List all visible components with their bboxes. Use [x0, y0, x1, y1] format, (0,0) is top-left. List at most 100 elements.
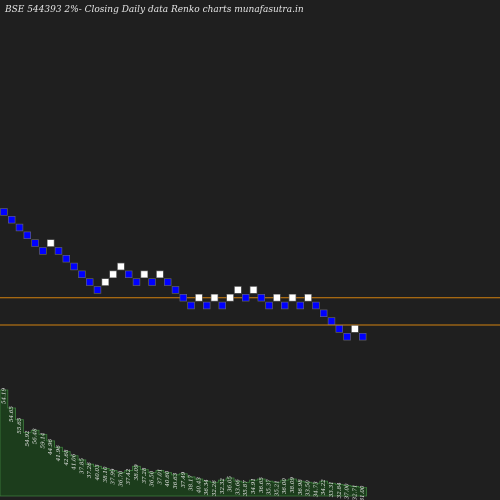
renko-brick-up — [288, 293, 297, 302]
volume-label: 38.10 — [103, 466, 109, 482]
renko-brick-down — [319, 309, 328, 317]
volume-label: 37.28 — [142, 467, 148, 483]
volume-label: 38.17 — [189, 474, 195, 490]
renko-brick-up — [351, 325, 359, 333]
volume-label: 31.00 — [360, 485, 366, 500]
renko-brick-down — [23, 231, 31, 239]
renko-brick-down — [70, 262, 78, 271]
renko-brick-down — [242, 293, 250, 302]
volume-label: 36.50 — [150, 470, 156, 486]
volume-label: 35.37 — [267, 479, 273, 495]
volume-label: 33.66 — [235, 479, 241, 495]
renko-brick-up — [101, 278, 110, 286]
volume-label: 36.98 — [298, 479, 304, 495]
renko-brick-up — [156, 270, 164, 278]
volume-label: 34.73 — [313, 481, 319, 497]
volume-label: 41.96 — [56, 445, 62, 462]
volume-label: 37.01 — [157, 469, 163, 485]
volume-label: 56.48 — [33, 428, 39, 444]
volume-label: 42.68 — [64, 449, 70, 466]
renko-brick-up — [140, 270, 148, 278]
volume-label: 54.19 — [1, 388, 7, 404]
volume-label: 59.14 — [40, 432, 46, 448]
renko-brick-down — [203, 301, 211, 310]
renko-brick-down — [312, 301, 320, 310]
volume-label: 36.63 — [173, 472, 179, 488]
volume-label: 44.96 — [48, 438, 54, 455]
volume-label: 32.84 — [337, 482, 343, 498]
renko-brick-down — [148, 278, 156, 286]
volume-label: 34.22 — [321, 479, 327, 495]
renko-brick-down — [343, 332, 351, 341]
volume-label: 34.91 — [251, 478, 257, 494]
volume-label: 33.50 — [306, 480, 312, 496]
volume-label: 37.99 — [111, 468, 117, 484]
volume-label: 38.09 — [290, 477, 296, 493]
renko-brick-down — [86, 278, 94, 286]
renko-brick-up — [226, 293, 234, 302]
renko-brick-down — [62, 255, 71, 263]
volume-label: 32.71 — [352, 484, 358, 500]
renko-brick-down — [257, 293, 265, 302]
renko-brick-down — [164, 278, 172, 286]
renko-brick-down — [187, 301, 195, 310]
renko-brick-down — [132, 278, 141, 286]
renko-brick-down — [125, 270, 133, 278]
volume-area — [0, 389, 368, 497]
renko-brick-down — [0, 208, 8, 216]
renko-brick-down — [54, 247, 63, 255]
volume-label: 37.00 — [345, 483, 351, 499]
volume-label: 36.70 — [118, 470, 124, 486]
volume-label: 37.85 — [79, 458, 85, 474]
renko-brick-up — [195, 293, 203, 302]
volume-label: 35.87 — [243, 480, 249, 496]
volume-label: 32.32 — [220, 478, 226, 494]
renko-brick-down — [280, 301, 289, 310]
volume-label: 40.03 — [95, 464, 101, 481]
renko-brick-down — [358, 332, 367, 341]
renko-bricks — [0, 208, 367, 341]
chart-title: BSE 544393 2%- Closing Daily data Renko … — [4, 5, 304, 15]
volume-label: 36.65 — [259, 477, 265, 493]
renko-brick-down — [265, 301, 273, 310]
volume-label: 36.34 — [204, 479, 210, 495]
volume-label: 38.09 — [134, 464, 140, 480]
renko-brick-down — [78, 270, 86, 278]
renko-brick-up — [117, 262, 125, 271]
renko-brick-up — [46, 239, 55, 247]
volume-label: 37.49 — [181, 471, 187, 487]
volume-label: 37.42 — [126, 468, 132, 484]
renko-brick-down — [179, 293, 187, 302]
renko-brick-down — [296, 301, 304, 310]
renko-brick-up — [234, 286, 242, 294]
volume-area-shape — [0, 389, 368, 497]
renko-brick-up — [109, 270, 117, 278]
renko-brick-down — [218, 301, 226, 310]
renko-brick-up — [249, 286, 258, 294]
volume-label: 36.05 — [228, 476, 234, 492]
volume-label: 37.26 — [87, 462, 93, 478]
renko-brick-down — [335, 325, 343, 333]
volume-label: 54.92 — [25, 430, 31, 446]
volume-label: 54.65 — [9, 406, 15, 422]
renko-brick-down — [15, 223, 24, 232]
volume-label: 32.26 — [212, 480, 218, 496]
volume-label: 35.21 — [274, 480, 280, 496]
renko-brick-down — [93, 286, 102, 294]
volume-label: 41.06 — [72, 453, 78, 470]
renko-brick-down — [8, 216, 16, 224]
volume-label: 40.43 — [196, 477, 202, 494]
renko-brick-up — [273, 293, 281, 302]
renko-brick-up — [304, 293, 312, 302]
renko-brick-down — [39, 247, 47, 255]
renko-brick-down — [327, 317, 336, 325]
level-lines — [0, 297, 500, 326]
volume-label: 55.65 — [17, 417, 23, 433]
renko-brick-down — [31, 239, 39, 247]
renko-brick-up — [210, 293, 219, 302]
volume-label: 33.31 — [329, 481, 335, 497]
